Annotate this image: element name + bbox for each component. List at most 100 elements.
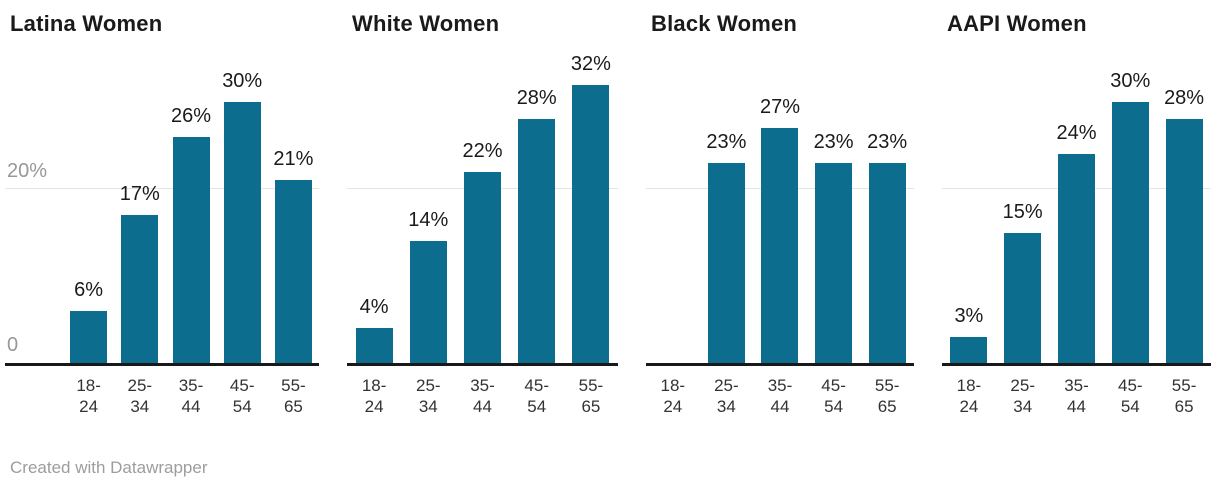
bar-slot: 4% (347, 55, 401, 363)
x-tick-label: 18- 24 (76, 376, 101, 416)
bars-container: 3% 15% 24% 30% 28% (942, 55, 1211, 363)
panel-title: Latina Women (10, 11, 163, 36)
bar (409, 241, 447, 363)
bar (464, 171, 501, 363)
x-tick-label: 35- 44 (767, 376, 793, 416)
bar (1111, 102, 1149, 363)
bar-slot: 17% (114, 55, 165, 363)
panel-title: Black Women (651, 11, 798, 36)
x-tick-label: 45- 54 (821, 376, 846, 416)
x-tick-label: 25- 34 (1010, 376, 1035, 416)
small-multiples-bar-chart: Latina Women 20% 0 6% 17% 26% 30% 21% 18- 24 25- 34… (5, 10, 1211, 417)
bar-value-label: 23% (867, 130, 908, 153)
x-tick-label: 45- 54 (524, 376, 549, 416)
bar (1057, 154, 1095, 363)
bar-slot: 6% (63, 55, 114, 363)
x-tick-label: 18- 24 (956, 376, 982, 416)
datawrapper-credit: Created with Datawrapper (10, 458, 208, 477)
x-tick-label: 25- 34 (416, 376, 441, 416)
bar-slot: 32% (564, 53, 618, 363)
plot-area: 3% 15% 24% 30% 28% (942, 55, 1211, 366)
x-axis-ticks: 18- 24 25- 34 35- 44 45- 54 55- 65 (942, 375, 1211, 417)
bar-slot: 23% (700, 55, 754, 363)
bar (950, 336, 988, 363)
bar-slot: 28% (1157, 55, 1211, 363)
chart-panel-aapi-women: AAPI Women 3% 15% 24% 30% 28% 18- 24 25- 34 35- 44 4… (942, 10, 1211, 417)
x-tick-label: 35- 44 (1064, 376, 1089, 416)
bar-slot: 27% (753, 55, 807, 363)
gridline-20pct (5, 188, 319, 189)
y-axis-label-20: 20% (7, 160, 48, 182)
bars-container: 23% 27% 23% 23% (646, 55, 914, 363)
plot-area: 23% 27% 23% 23% (646, 55, 914, 366)
bar-value-label: 28% (1164, 87, 1205, 110)
x-tick-label: 45- 54 (1118, 376, 1143, 416)
x-tick-label: 18- 24 (660, 376, 686, 416)
x-tick-label: 18- 24 (361, 376, 387, 416)
x-axis-ticks: 18- 24 25- 34 35- 44 45- 54 55- 65 (347, 375, 618, 417)
bar (223, 102, 261, 363)
y-axis-label-0: 0 (7, 334, 19, 356)
bar-value-label: 24% (1056, 122, 1097, 145)
x-tick-label: 25- 34 (127, 376, 153, 416)
plot-area: 20% 0 6% 17% 26% 30% 21% (5, 55, 319, 366)
bar (868, 162, 906, 363)
bar-value-label: 6% (74, 278, 104, 301)
bar-value-label: 30% (222, 70, 263, 92)
bar-slot: 23% (807, 55, 861, 363)
x-axis-ticks: 18- 24 25- 34 35- 44 45- 54 55- 65 (646, 375, 914, 417)
bar-slot: 30% (1103, 55, 1157, 363)
bar-slot: 21% (268, 55, 319, 363)
bar-slot: 26% (165, 55, 216, 363)
x-tick-label: 25- 34 (714, 376, 739, 416)
bar-value-label: 17% (119, 183, 160, 206)
bar (355, 328, 393, 363)
bar-slot (646, 55, 700, 363)
bar (121, 215, 159, 363)
plot-area: 4% 14% 22% 28% 32% (347, 53, 618, 366)
bar-slot: 15% (996, 55, 1050, 363)
bar (1165, 119, 1203, 363)
bar-slot: 24% (1050, 55, 1104, 363)
bar-value-label: 23% (813, 130, 854, 153)
bar-value-label: 27% (759, 96, 800, 119)
bar-value-label: 30% (1110, 70, 1151, 92)
x-tick-label: 55- 65 (578, 376, 604, 416)
bar-slot: 3% (942, 55, 996, 363)
chart-panel-black-women: Black Women 23% 27% 23% 23% 18- 24 25- 34 35- 44 45… (646, 10, 914, 417)
chart-panel-white-women: White Women 4% 14% 22% 28% 32% 18- 24 25- 34 35- 44… (347, 10, 618, 417)
x-tick-label: 55- 65 (281, 376, 306, 416)
bar-value-label: 23% (706, 130, 747, 153)
bar (518, 119, 556, 363)
chart-panel-latina-women: Latina Women 20% 0 6% 17% 26% 30% 21% 18- 24 25- 34… (5, 10, 319, 417)
bars-container: 4% 14% 22% 28% 32% (347, 53, 618, 363)
bar (572, 84, 610, 363)
bar-value-label: 3% (954, 304, 984, 327)
bar-value-label: 26% (170, 104, 212, 127)
x-tick-label: 35- 44 (178, 376, 204, 416)
bar (761, 128, 799, 363)
bar-slot: 30% (217, 55, 268, 363)
bar-slot: 28% (510, 55, 564, 363)
x-tick-label: 35- 44 (470, 376, 495, 416)
bar (815, 162, 853, 363)
panel-title: AAPI Women (947, 11, 1087, 36)
bar (707, 162, 745, 363)
x-axis-ticks: 18- 24 25- 34 35- 44 45- 54 55- 65 (5, 375, 319, 417)
bar-value-label: 4% (359, 296, 389, 319)
bar-slot: 22% (455, 55, 509, 363)
bar-value-label: 15% (1002, 200, 1043, 223)
bar-value-label: 28% (516, 87, 557, 110)
bar (70, 310, 108, 363)
x-tick-label: 55- 65 (874, 376, 900, 416)
bar (172, 136, 210, 363)
bars-container: 6% 17% 26% 30% 21% (63, 55, 319, 363)
bar-value-label: 14% (408, 209, 449, 232)
bar-value-label: 32% (570, 52, 611, 75)
bar (274, 180, 312, 363)
bar-value-label: 21% (273, 148, 314, 171)
panel-title: White Women (352, 11, 500, 36)
bar-slot: 14% (401, 55, 455, 363)
x-tick-label: 55- 65 (1171, 376, 1197, 416)
x-tick-label: 45- 54 (229, 376, 255, 416)
